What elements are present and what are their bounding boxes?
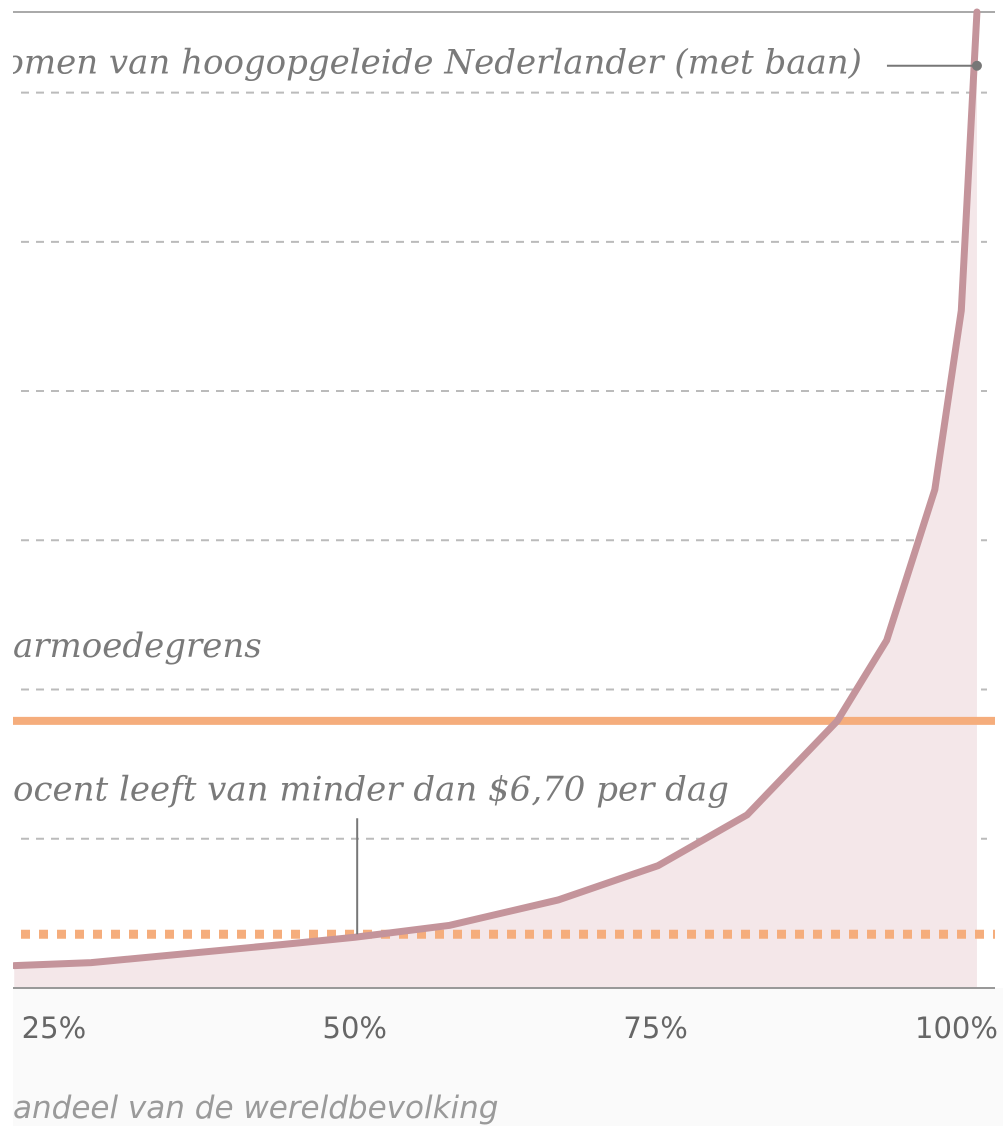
annotation: omen van hoogopgeleide Nederlander (met …: [3, 43, 862, 83]
annotation-point: [971, 60, 982, 71]
x-axis-label: andeel van de wereldbevolking: [13, 1090, 498, 1126]
x-tick-label: 50%: [323, 1011, 387, 1045]
annotation: ocent leeft van minder dan $6,70 per dag: [13, 769, 729, 809]
annotation: armoedegrens: [13, 626, 262, 666]
x-tick-label: 75%: [623, 1011, 687, 1045]
line: [13, 8, 981, 970]
x-tick-label: 25%: [22, 1011, 86, 1045]
x-tick-label: 100%: [915, 1011, 998, 1045]
plot: omen van hoogopgeleide Nederlander (met …: [3, 8, 998, 1126]
axis-background: [13, 988, 1003, 1126]
area: [14, 12, 977, 988]
